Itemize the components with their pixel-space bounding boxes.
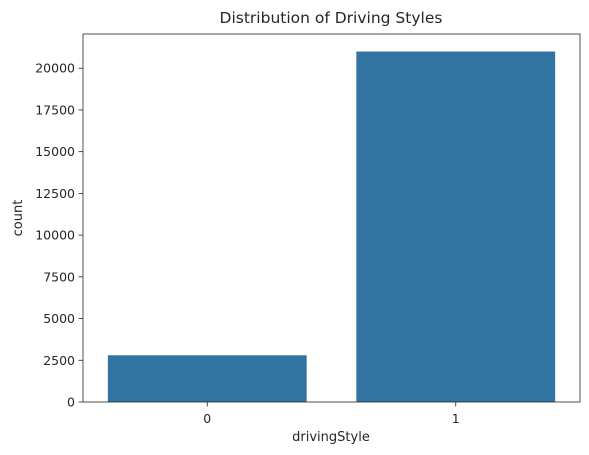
x-tick-label-0: 0 — [203, 411, 211, 426]
y-tick-label-0: 0 — [67, 395, 75, 410]
bar-1 — [356, 51, 556, 403]
bars-group — [107, 51, 556, 403]
bar-0 — [107, 355, 307, 402]
x-axis-label: drivingStyle — [292, 430, 370, 445]
y-tick-label-12500: 12500 — [35, 186, 75, 201]
y-axis-ticks: 0 2500 5000 7500 10000 12500 15000 17500 20000 — [35, 61, 83, 410]
y-tick-label-2500: 2500 — [43, 353, 75, 368]
y-tick-label-5000: 5000 — [43, 311, 75, 326]
y-tick-label-15000: 15000 — [35, 144, 75, 159]
plot-frame — [82, 33, 581, 403]
x-tick-label-1: 1 — [452, 411, 460, 426]
y-tick-label-7500: 7500 — [43, 269, 75, 284]
y-axis-label: count — [11, 200, 26, 237]
y-tick-label-20000: 20000 — [35, 61, 75, 76]
y-tick-label-17500: 17500 — [35, 102, 75, 117]
chart-title: Distribution of Driving Styles — [220, 9, 443, 27]
y-tick-label-10000: 10000 — [35, 228, 75, 243]
